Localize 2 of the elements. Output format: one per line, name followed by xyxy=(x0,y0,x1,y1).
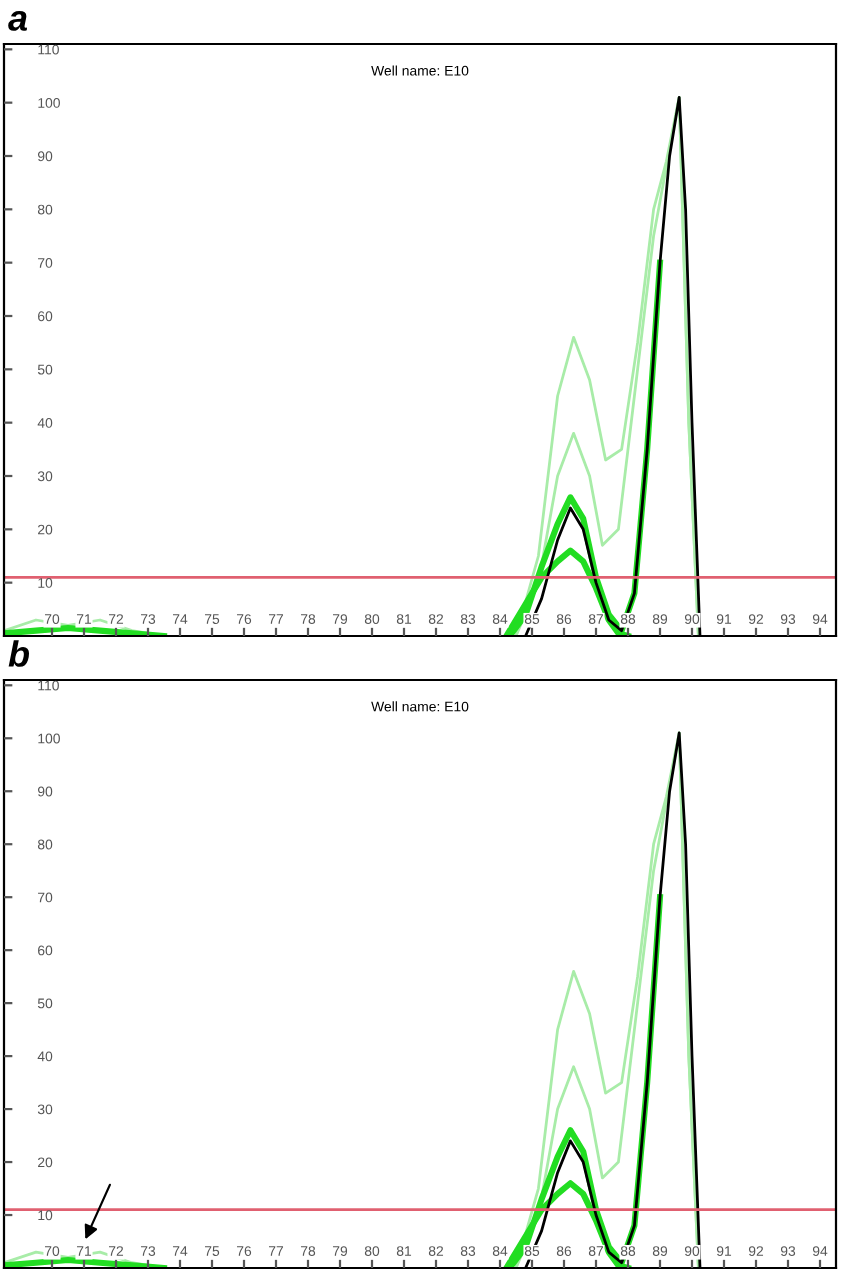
text: b xyxy=(8,640,30,667)
text: a xyxy=(8,11,28,31)
